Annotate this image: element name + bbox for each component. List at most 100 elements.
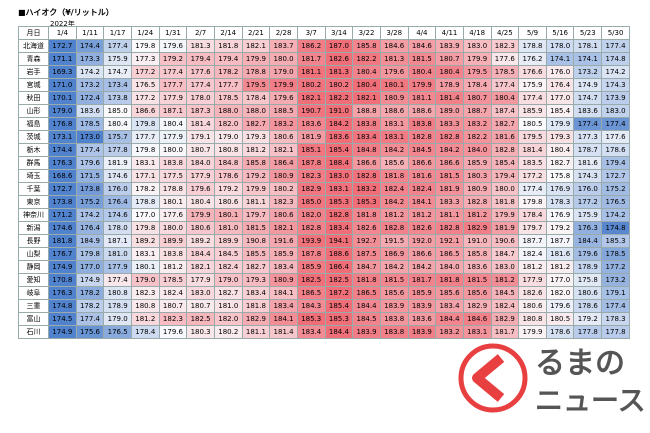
price-cell: 184.4 xyxy=(435,312,464,326)
price-cell: 181.9 xyxy=(490,221,520,235)
price-cell: 173.8 xyxy=(75,182,105,196)
corner-header: 月日 xyxy=(18,26,49,40)
prefecture-name: 宮城 xyxy=(18,78,49,92)
column-header: 4/18 xyxy=(462,26,492,40)
price-cell: 185.8 xyxy=(241,156,271,170)
table-row: 岩手 169.3 174.2 174.7 177.2 177.4 177.6 178.2 178… xyxy=(18,65,630,79)
price-cell: 182.9 xyxy=(241,312,271,326)
price-cell: 177.4 xyxy=(518,91,547,105)
price-cell: 182.4 xyxy=(213,260,243,274)
price-cell: 174.3 xyxy=(601,78,630,92)
price-cell: 186.5 xyxy=(296,286,326,300)
price-cell: 174.1 xyxy=(573,52,603,66)
prefecture-name: 愛知 xyxy=(18,273,49,287)
prefecture-name: 千葉 xyxy=(18,182,49,196)
price-cell: 180.3 xyxy=(462,169,492,183)
price-cell: 180.6 xyxy=(269,208,298,222)
price-cell: 184.7 xyxy=(490,247,520,261)
price-cell: 181.1 xyxy=(241,195,271,209)
price-cell: 189.2 xyxy=(130,234,160,248)
price-cell: 183.4 xyxy=(296,325,326,339)
prefecture-name: 群馬 xyxy=(18,156,49,170)
price-cell: 179.6 xyxy=(186,182,215,196)
price-cell: 181.6 xyxy=(407,169,437,183)
price-cell: 174.2 xyxy=(75,208,105,222)
price-cell: 179.0 xyxy=(48,104,77,118)
prefecture-name: 福島 xyxy=(18,117,49,131)
price-cell: 185.8 xyxy=(462,247,492,261)
price-cell: 175.8 xyxy=(545,169,575,183)
table-row: 群馬 176.3 179.6 181.9 183.1 183.8 184.0 184.8 185… xyxy=(18,156,630,170)
price-cell: 174.7 xyxy=(103,65,132,79)
price-cell: 181.2 xyxy=(490,273,520,287)
price-cell: 176.5 xyxy=(130,78,160,92)
price-cell: 179.3 xyxy=(241,273,271,287)
price-cell: 181.5 xyxy=(241,221,271,235)
price-cell: 176.2 xyxy=(518,52,547,66)
price-cell: 182.1 xyxy=(186,260,215,274)
price-cell: 179.0 xyxy=(103,312,132,326)
price-cell: 184.0 xyxy=(186,156,215,170)
price-cell: 175.2 xyxy=(75,195,105,209)
price-cell: 178.6 xyxy=(213,169,243,183)
price-cell: 181.9 xyxy=(435,182,464,196)
price-cell: 182.7 xyxy=(545,156,575,170)
price-cell: 181.8 xyxy=(379,169,409,183)
logo-text: るまの xyxy=(535,346,625,381)
price-cell: 177.4 xyxy=(103,39,132,53)
price-cell: 187.1 xyxy=(103,234,132,248)
price-cell: 179.7 xyxy=(241,208,271,222)
price-cell: 181.4 xyxy=(435,91,464,105)
price-cell: 179.8 xyxy=(130,39,160,53)
price-cell: 176.4 xyxy=(103,195,132,209)
table-row: 岐阜 176.3 178.2 180.8 182.3 182.4 183.0 182.7 183… xyxy=(18,286,630,300)
price-cell: 176.0 xyxy=(573,182,603,196)
price-cell: 177.0 xyxy=(545,273,575,287)
price-cell: 176.6 xyxy=(518,65,547,79)
price-cell: 180.6 xyxy=(186,221,215,235)
price-cell: 182.1 xyxy=(352,91,381,105)
price-cell: 177.6 xyxy=(158,208,188,222)
price-cell: 187.4 xyxy=(490,104,520,118)
prefecture-name: 山梨 xyxy=(18,247,49,261)
price-cell: 181.2 xyxy=(130,312,160,326)
price-cell: 178.1 xyxy=(573,39,603,53)
price-cell: 186.4 xyxy=(269,156,298,170)
price-cell: 184.6 xyxy=(462,312,492,326)
price-cell: 182.5 xyxy=(186,312,215,326)
price-cell: 184.4 xyxy=(324,325,354,339)
price-cell: 180.6 xyxy=(573,286,603,300)
price-cell: 182.7 xyxy=(490,117,520,131)
price-cell: 184.6 xyxy=(379,39,409,53)
price-cell: 175.8 xyxy=(573,273,603,287)
price-cell: 178.8 xyxy=(241,65,271,79)
price-cell: 188.0 xyxy=(213,104,243,118)
price-cell: 184.3 xyxy=(296,299,326,313)
price-cell: 174.8 xyxy=(601,52,630,66)
price-cell: 178.8 xyxy=(158,182,188,196)
price-cell: 185.4 xyxy=(324,299,354,313)
column-header: 5/30 xyxy=(601,26,630,40)
column-header: 1/11 xyxy=(75,26,105,40)
price-cell: 174.7 xyxy=(573,91,603,105)
price-cell: 179.4 xyxy=(213,52,243,66)
price-cell: 183.9 xyxy=(407,325,437,339)
price-cell: 176.3 xyxy=(573,221,603,235)
prefecture-name: 石川 xyxy=(18,325,49,339)
price-cell: 185.3 xyxy=(601,234,630,248)
price-cell: 181.5 xyxy=(407,52,437,66)
price-cell: 178.8 xyxy=(130,195,160,209)
table-row: 北海道 172.7 174.4 177.4 179.8 179.6 181.3 181.8 18… xyxy=(18,39,630,53)
price-cell: 183.8 xyxy=(407,117,437,131)
price-cell: 180.4 xyxy=(490,91,520,105)
price-cell: 180.4 xyxy=(103,117,132,131)
price-cell: 178.5 xyxy=(213,91,243,105)
price-cell: 181.1 xyxy=(435,208,464,222)
price-cell: 174.9 xyxy=(48,260,77,274)
price-cell: 180.2 xyxy=(296,78,326,92)
price-cell: 182.7 xyxy=(213,286,243,300)
price-cell: 185.9 xyxy=(269,247,298,261)
price-cell: 180.5 xyxy=(545,312,575,326)
price-cell: 186.5 xyxy=(435,247,464,261)
column-header: 2/7 xyxy=(186,26,215,40)
